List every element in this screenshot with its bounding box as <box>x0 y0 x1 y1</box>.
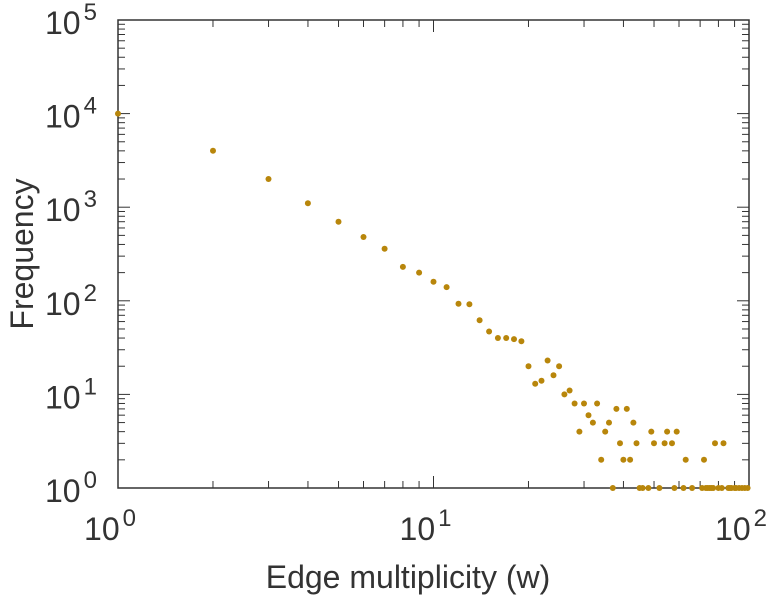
data-point <box>661 440 668 447</box>
data-point <box>538 377 545 384</box>
data-point <box>602 428 609 435</box>
data-point <box>399 263 406 270</box>
data-point <box>651 440 657 447</box>
data-point <box>710 485 717 491</box>
x-tick-label: 10 1 <box>400 505 452 547</box>
data-point <box>609 485 616 491</box>
data-point <box>594 400 601 407</box>
data-point <box>556 363 563 370</box>
data-point <box>532 380 539 387</box>
data-point <box>639 485 646 491</box>
data-point <box>503 335 510 341</box>
data-point <box>576 428 583 435</box>
data-point <box>589 419 596 426</box>
data-point <box>656 485 663 491</box>
data-point <box>718 485 725 491</box>
data-point <box>585 412 592 419</box>
data-point <box>630 419 637 426</box>
data-point <box>476 317 483 324</box>
data-point <box>518 338 525 345</box>
data-point <box>561 391 568 398</box>
data-point <box>689 485 696 491</box>
data-point <box>613 405 620 412</box>
data-point <box>360 234 367 240</box>
data-point <box>701 456 707 463</box>
data-point <box>466 301 473 308</box>
data-points <box>115 110 751 491</box>
data-point <box>381 245 388 252</box>
y-tick-exponent: 3 <box>84 186 97 213</box>
data-point <box>566 387 573 394</box>
data-point <box>265 176 272 182</box>
x-tick-label: 10 0 <box>84 505 136 547</box>
data-point <box>712 440 718 447</box>
y-tick-exponent: 0 <box>84 467 97 494</box>
x-tick-label: 10 2 <box>715 505 767 547</box>
data-point <box>606 419 612 426</box>
data-point <box>210 147 216 154</box>
data-point <box>430 278 437 285</box>
x-tick-exponent: 1 <box>438 505 451 532</box>
plot-frame <box>117 19 750 489</box>
y-tick-exponent: 5 <box>84 0 97 26</box>
x-tick-exponent: 2 <box>754 505 767 532</box>
data-point <box>115 110 121 117</box>
data-point <box>669 440 675 447</box>
data-point <box>335 218 342 225</box>
y-tick-label: 10 5 <box>45 0 97 41</box>
x-tick-exponent: 0 <box>123 505 136 532</box>
data-point <box>627 456 634 463</box>
data-point <box>664 428 671 435</box>
y-tick-label: 10 3 <box>45 186 97 228</box>
y-tick-exponent: 1 <box>84 373 97 400</box>
data-point <box>494 335 501 341</box>
data-point <box>304 200 311 207</box>
x-axis-label: Edge multiplicity (w) <box>266 559 551 595</box>
data-point <box>680 485 687 491</box>
data-point <box>633 440 640 447</box>
data-point <box>682 456 689 463</box>
data-point <box>455 300 462 307</box>
x-tick-labels: 10 0 10 1 10 2 <box>84 505 767 547</box>
data-point <box>486 328 493 335</box>
data-point <box>648 428 655 435</box>
axis-ticks <box>117 20 749 489</box>
data-point <box>720 440 727 447</box>
data-point <box>671 485 678 491</box>
y-tick-label: 10 0 <box>45 467 97 509</box>
data-point <box>623 405 630 412</box>
y-tick-label: 10 2 <box>45 280 97 322</box>
data-point <box>620 456 627 463</box>
y-tick-label: 10 4 <box>45 93 97 135</box>
data-point <box>544 357 551 364</box>
data-point <box>598 456 605 463</box>
data-point <box>525 363 532 370</box>
data-point <box>416 269 423 276</box>
y-tick-exponent: 2 <box>84 280 97 307</box>
y-axis-label: Frequency <box>4 178 40 329</box>
data-point <box>617 440 623 447</box>
data-point <box>511 336 517 343</box>
data-point <box>443 284 450 291</box>
data-point <box>673 428 680 435</box>
y-tick-label: 10 1 <box>45 373 97 415</box>
y-tick-exponent: 4 <box>84 93 97 120</box>
data-point <box>550 372 557 379</box>
data-point <box>645 485 652 491</box>
data-point <box>571 400 578 407</box>
data-point <box>581 400 587 407</box>
data-point <box>744 485 751 491</box>
